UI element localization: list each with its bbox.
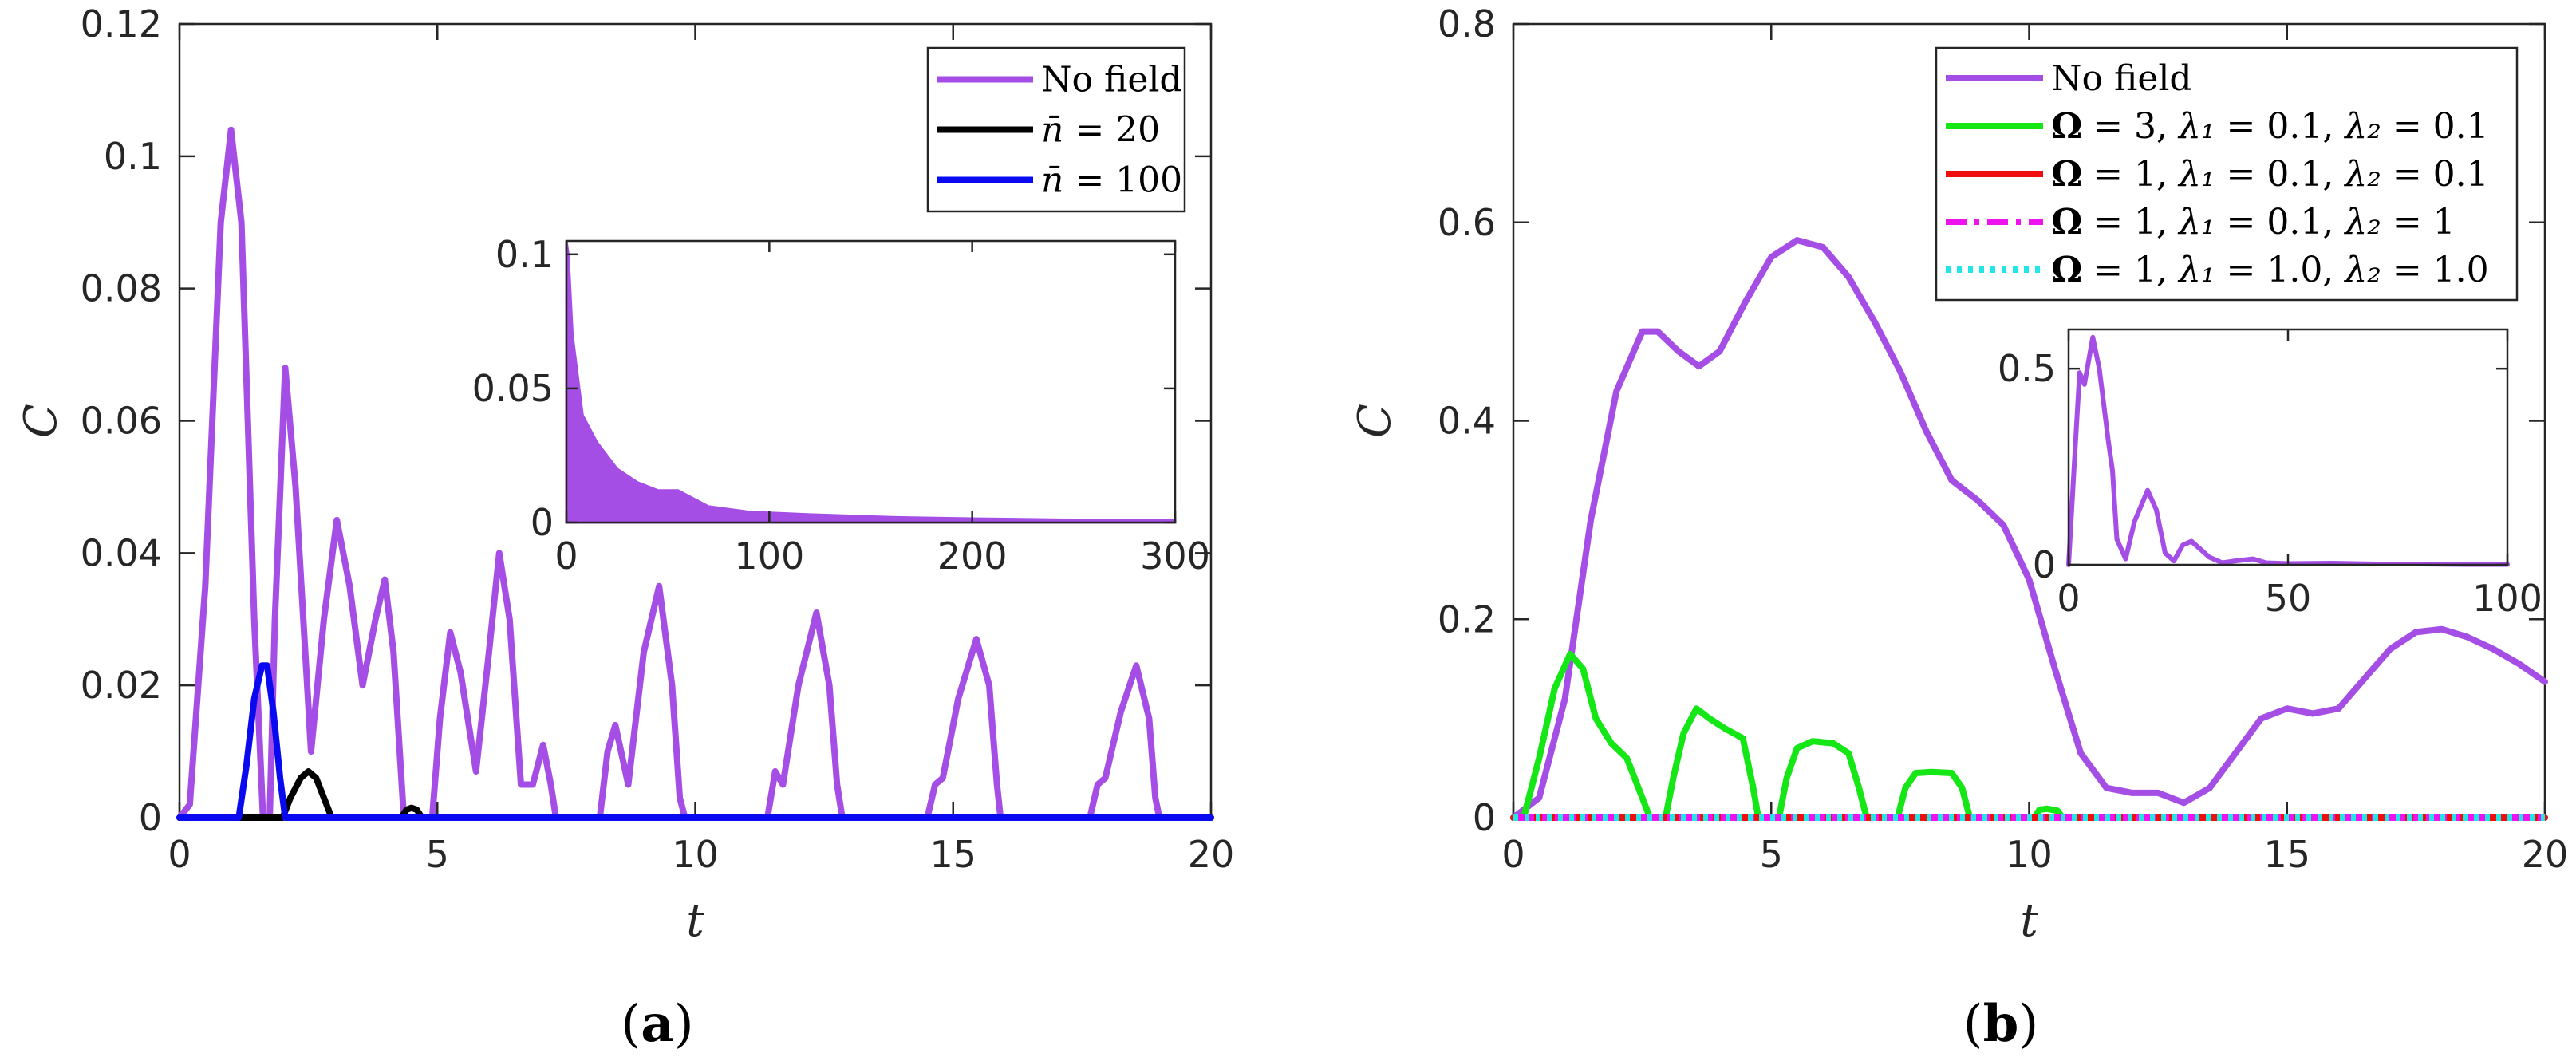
panel-b-legend-label-4: Ω = 1, λ₁ = 1.0, λ₂ = 1.0 [2051, 250, 2489, 290]
panel-b-inset-xtick-label-1: 50 [2265, 577, 2312, 620]
panel-b-xtick-label-0: 0 [1501, 833, 1525, 876]
panel-a-data-layer [176, 126, 1214, 821]
panel-b-legend: No field Ω = 3, λ₁ = 0.1, λ₂ = 0.1 Ω = 1, … [1935, 46, 2519, 302]
panel-b-ytick-label-0: 0 [1473, 796, 1496, 839]
panel-b-inset: 0 50 100 0 0.5 [1998, 328, 2542, 620]
panel-a-ytick-label-1: 0.02 [81, 664, 162, 707]
panel-a-series-1-line [176, 768, 1214, 821]
panel-b-inset-xtick-label-2: 100 [2472, 577, 2542, 620]
panel-b-series-0-line [1510, 237, 2548, 821]
panel-a-inset-xtick-label-3: 300 [1140, 534, 1210, 578]
panel-a-ytick-label-0: 0 [139, 796, 162, 839]
panel-b-legend-label-3: Ω = 1, λ₁ = 0.1, λ₂ = 1 [2051, 202, 2456, 243]
panel-a-xtick-label-0: 0 [168, 833, 191, 876]
panel-b-xtick-label-2: 10 [2006, 833, 2053, 876]
panel-b-legend-label-1: Ω = 3, λ₁ = 0.1, λ₂ = 0.1 [2051, 106, 2489, 147]
panel-b-label: (b) [1963, 994, 2039, 1054]
panel-b-inset-bg [2069, 329, 2507, 565]
panel-a-inset-ytick-label-2: 0.1 [495, 233, 554, 276]
panel-a-ytick-label-6: 0.12 [81, 2, 162, 45]
panel-a-label: (a) [621, 994, 693, 1054]
panel-a-xtick-label-4: 20 [1188, 833, 1235, 876]
panel-a-xtick-label-3: 15 [929, 833, 976, 876]
panel-a-inset-series-0-envelope [565, 240, 1177, 524]
panel-a-xtick-label-2: 10 [672, 833, 719, 876]
panel-a-legend-label-2: n̄ = 100 [1041, 160, 1182, 201]
panel-b-inset-xtick-label-0: 0 [2057, 577, 2080, 620]
panel-b-inset-ytick-label-1: 0.5 [1998, 347, 2056, 390]
panel-a-inset: 0 100 200 300 0 0.05 0.1 [472, 233, 1210, 578]
panel-a-ytick-label-3: 0.06 [81, 400, 162, 443]
panel-b-ytick-label-2: 0.4 [1438, 400, 1496, 443]
panel-a-ytick-label-4: 0.08 [81, 267, 162, 310]
panel-b-ylabel: C [1349, 404, 1401, 438]
panel-b-inset-series-0-line [2066, 334, 2510, 567]
panel-a-inset-axes-box [565, 239, 1177, 524]
panel-b-chart: 0 5 10 15 20 0 0.2 0.4 0.6 0.8 t C 0 50 100 0 0.5 No fiel… [1349, 2, 2568, 947]
panel-a-ytick-label-2: 0.04 [81, 531, 162, 574]
panel-a-inset-ytick-label-0: 0 [531, 501, 554, 544]
panel-a-legend-label-0: No field [1041, 60, 1182, 101]
panel-a-legend: No field n̄ = 20 n̄ = 100 [926, 46, 1186, 213]
panel-b-ytick-label-3: 0.6 [1438, 201, 1496, 244]
panel-b-series-1-line [1510, 650, 2548, 821]
panel-a-inset-xtick-label-1: 100 [734, 534, 804, 578]
panel-b-data-layer [1510, 237, 2548, 821]
panel-b-xtick-label-1: 5 [1760, 833, 1783, 876]
panel-a-ytick-label-5: 0.1 [104, 135, 162, 178]
panel-b-legend-label-0: No field [2051, 58, 2192, 99]
panel-b-legend-label-2: Ω = 1, λ₁ = 0.1, λ₂ = 0.1 [2051, 154, 2489, 195]
panel-b-xtick-label-3: 15 [2263, 833, 2310, 876]
panel-a-legend-label-1: n̄ = 20 [1041, 110, 1160, 151]
panel-a-ylabel: C [15, 404, 67, 438]
panel-b-xlabel: t [2020, 895, 2038, 947]
panel-b-inset-ytick-label-0: 0 [2033, 543, 2056, 586]
panel-b-ytick-label-1: 0.2 [1438, 598, 1496, 641]
panel-b-ytick-label-4: 0.8 [1438, 2, 1496, 45]
panel-a-xlabel: t [686, 895, 704, 947]
panel-a-series-2-line [176, 662, 1214, 821]
panel-a-inset-bg [566, 241, 1175, 523]
panel-a-xtick-label-1: 5 [426, 833, 449, 876]
panel-b-xtick-label-4: 20 [2522, 833, 2569, 876]
panel-a-inset-xtick-label-0: 0 [554, 534, 578, 578]
panel-a-inset-xtick-label-2: 200 [937, 534, 1008, 578]
panel-a-inset-ytick-label-1: 0.05 [472, 367, 554, 410]
